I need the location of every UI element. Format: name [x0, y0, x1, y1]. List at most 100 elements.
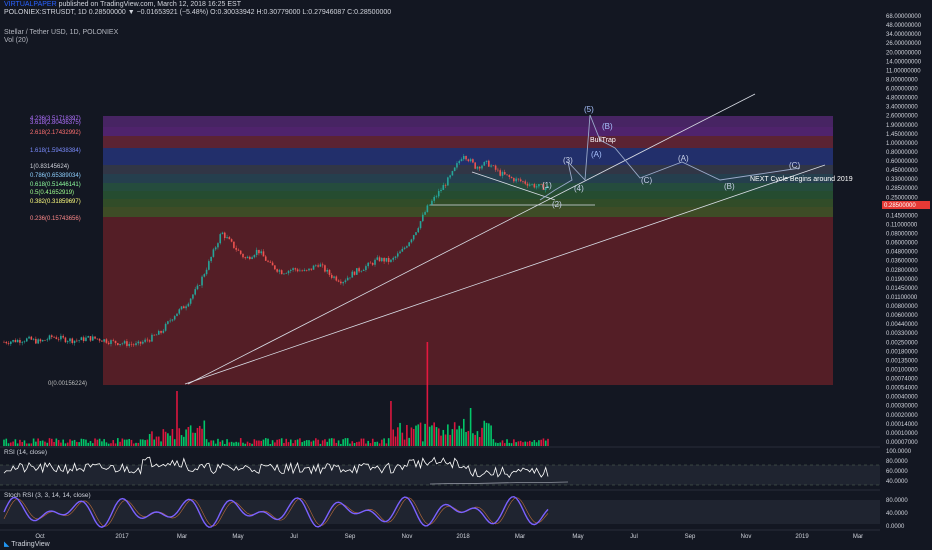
candle-body	[7, 343, 10, 344]
candle-body	[39, 339, 42, 342]
price-tick-label: 0.00135000	[886, 358, 918, 364]
candle-body	[267, 260, 269, 262]
volume-bar	[328, 438, 331, 446]
volume-bar	[340, 443, 342, 446]
volume-bar	[517, 441, 520, 446]
fib-level-label: 3.618(2.80436375)	[30, 120, 81, 126]
volume-bar	[333, 438, 335, 446]
volume-bar	[151, 431, 153, 446]
fib-level-label: 4.236(3.51718397)	[30, 116, 81, 122]
volume-bar	[85, 439, 87, 446]
wave-label-2: (2)	[552, 200, 562, 209]
volume-bar	[494, 442, 497, 446]
candle-body	[44, 340, 46, 341]
fib-level-label: 1.618(1.59438384)	[30, 148, 81, 154]
stoch-tick-label: 0.0000	[886, 524, 905, 530]
volume-bar	[365, 443, 367, 446]
volume-bar	[62, 439, 64, 446]
volume-bar	[87, 442, 90, 446]
candle-body	[89, 336, 92, 341]
candle-body	[499, 170, 502, 176]
fib-zone-4236	[103, 116, 833, 127]
wave-label-b-top: (B)	[602, 122, 613, 131]
candle-body	[437, 191, 440, 197]
volume-bar	[485, 422, 488, 446]
rsi-trend-line	[429, 481, 569, 485]
volume-bar	[60, 442, 62, 446]
volume-bar	[458, 425, 461, 446]
volume-bar	[242, 442, 244, 446]
volume-bar	[69, 439, 71, 446]
price-tick-label: 6.00000000	[886, 87, 918, 93]
candle-body	[223, 232, 226, 239]
candle-body	[494, 165, 497, 170]
volume-bar	[474, 434, 476, 446]
volume-bar	[255, 440, 258, 446]
volume-bar	[456, 429, 458, 446]
candle-body	[167, 321, 169, 324]
time-tick-label: Jul	[630, 534, 638, 540]
candle-body	[447, 177, 449, 186]
volume-bar	[169, 435, 171, 446]
volume-bar	[453, 422, 456, 446]
volume-bar	[321, 440, 324, 446]
volume-bar	[417, 424, 420, 446]
time-tick-label: May	[572, 534, 583, 540]
time-axis[interactable]: Oct 2017 Mar May Jul Sep Nov 2018 Mar May Jul Sep No…	[35, 534, 863, 540]
volume-bar	[21, 442, 24, 446]
candle-body	[490, 165, 492, 167]
volume-bar	[94, 438, 96, 446]
volume-bar	[73, 439, 76, 446]
volume-bar	[478, 437, 481, 446]
volume-bar	[283, 442, 285, 446]
volume-bar	[299, 438, 301, 446]
price-tick-label: 0.11000000	[886, 222, 918, 228]
price-tick-label: 8.00000000	[886, 77, 918, 83]
price-tick-label: 11.00000000	[886, 68, 921, 74]
candle-body	[346, 277, 349, 281]
candle-body	[374, 259, 376, 265]
candle-body	[522, 181, 524, 182]
candle-body	[285, 273, 288, 274]
candle-body	[217, 243, 219, 248]
price-tick-label: 0.00007000	[886, 440, 918, 446]
candle-body	[369, 262, 372, 264]
volume-bar	[144, 440, 146, 446]
fib-level-label: 0.618(0.51446141)	[30, 182, 81, 188]
price-tick-label: 0.00250000	[886, 340, 918, 346]
candle-body	[16, 340, 19, 343]
price-tick-label: 0.01900000	[886, 277, 918, 283]
volume-bar	[89, 441, 92, 446]
wave-label-5: (5)	[584, 105, 594, 114]
candle-body	[139, 341, 142, 344]
candle-body	[319, 264, 322, 267]
price-tick-label: 0.00040000	[886, 395, 918, 401]
tradingview-icon: ◣	[4, 541, 10, 548]
volume-bar	[264, 438, 267, 446]
volume-bar	[499, 442, 502, 446]
volume-bar	[260, 440, 263, 446]
volume-bar	[253, 439, 256, 446]
candle-body	[517, 178, 520, 180]
candle-body	[110, 340, 112, 344]
volume-bar	[392, 429, 395, 446]
volume-bar	[401, 432, 404, 446]
candle-body	[292, 268, 294, 270]
volume-bar	[449, 434, 451, 446]
candle-body	[276, 269, 278, 272]
price-tick-label: 0.00020000	[886, 413, 918, 419]
volume-bar	[153, 439, 156, 446]
volume-bar	[119, 441, 121, 446]
fib-level-label: 0.382(0.31859697)	[30, 199, 81, 205]
volume-bar	[533, 440, 536, 446]
time-tick-label: Mar	[177, 534, 187, 540]
volume-bar	[367, 440, 369, 446]
author-link[interactable]: VIRTUALPAPER	[4, 1, 57, 8]
volume-bar	[317, 439, 319, 446]
price-tick-label: 0.06000000	[886, 241, 918, 247]
price-axis[interactable]: 68.00000000 48.00000000 34.00000000 26.0000…	[886, 14, 922, 446]
price-tick-label: 0.00330000	[886, 331, 918, 337]
candle-body	[105, 339, 108, 343]
triangle-upper	[471, 171, 556, 201]
